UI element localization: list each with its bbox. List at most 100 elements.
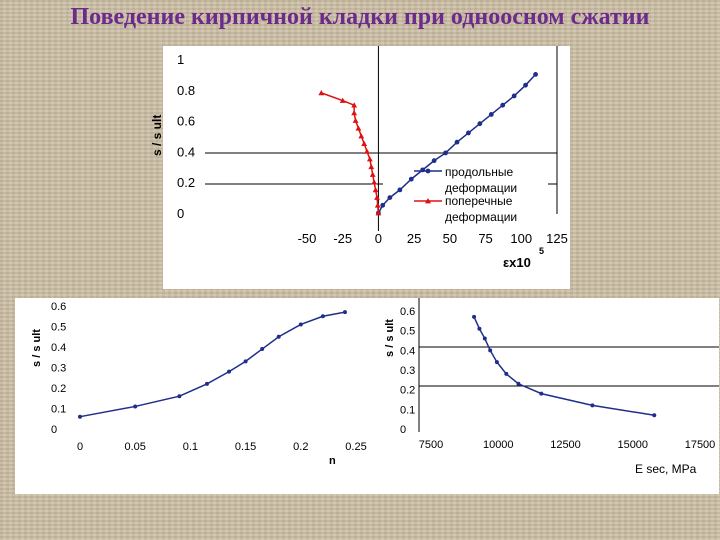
x-tick-label: 0	[375, 231, 382, 246]
data-point	[466, 130, 471, 136]
data-point	[204, 381, 209, 386]
x-tick-label: 17500	[685, 439, 716, 451]
legend-marker-transverse	[425, 198, 431, 204]
y-tick-label: 0.1	[400, 404, 415, 416]
data-point	[374, 202, 381, 208]
legend-marker-longitudinal	[425, 168, 431, 174]
data-point	[477, 121, 483, 127]
y-tick-label: 0.4	[400, 345, 415, 357]
data-point	[387, 195, 393, 201]
x-tick-label: 0.1	[183, 441, 198, 453]
slide-title: Поведение кирпичной кладки при одноосном…	[70, 4, 650, 30]
data-point	[488, 112, 494, 117]
data-point	[431, 158, 437, 164]
x-tick-label: 0.15	[235, 441, 256, 453]
y-tick-label: 0.6	[177, 114, 195, 129]
legend-label: деформации	[445, 210, 517, 224]
secant-modulus-chart: 0 0.1 0.2 0.3 0.4 0.5 0.6 7500 10000 12500 15000 17…	[384, 298, 719, 476]
data-point	[500, 102, 506, 108]
data-point	[477, 326, 482, 331]
x-tick-label: 75	[478, 231, 492, 246]
y-tick-label: 1	[177, 52, 184, 67]
data-point	[342, 310, 347, 315]
x-tick-label: -25	[333, 231, 352, 246]
y-tick-label: 0.2	[400, 385, 415, 397]
data-point	[375, 210, 382, 216]
data-point	[364, 148, 370, 154]
x-tick-label: 25	[407, 231, 421, 246]
data-point	[243, 359, 248, 364]
y-tick-label: 0.3	[400, 365, 415, 377]
x-tick-label: 15000	[617, 439, 648, 451]
stress-strain-chart-panel: 0 0.2 0.4 0.6 0.8 1 -50 -25 0 25 50 75 100 125 s / s u…	[150, 46, 570, 289]
y-tick-label: 0.8	[177, 83, 195, 98]
x-axis-label: E sec, MPa	[635, 462, 697, 476]
x-tick-label: 0.05	[124, 441, 145, 453]
data-point	[488, 348, 493, 353]
data-point	[372, 187, 379, 193]
data-point	[494, 360, 499, 365]
data-point	[361, 140, 368, 147]
data-point	[352, 117, 359, 123]
data-point	[652, 413, 657, 418]
y-axis-label: s / s ult	[384, 319, 396, 357]
y-tick-label: 0.3	[51, 363, 66, 375]
data-point	[369, 171, 376, 177]
data-point	[482, 336, 487, 341]
data-point	[511, 93, 517, 99]
data-point	[320, 314, 325, 319]
x-tick-label: 12500	[550, 439, 581, 451]
x-tick-label: 50	[443, 231, 457, 246]
data-point	[351, 102, 358, 108]
x-tick-label: -50	[298, 231, 317, 246]
data-point	[533, 72, 538, 77]
data-point	[408, 176, 414, 182]
y-axis-label: s / s ult	[150, 115, 164, 156]
x-tick-label: 0	[77, 441, 83, 453]
y-tick-label: 0	[51, 424, 57, 436]
y-tick-label: 0.6	[51, 301, 66, 313]
data-point	[472, 314, 477, 319]
data-point	[454, 139, 460, 145]
x-tick-label: 7500	[419, 439, 443, 451]
data-point	[397, 187, 403, 193]
x-tick-label: 125	[546, 231, 568, 246]
data-point	[371, 179, 378, 185]
poisson-ratio-chart: 0 0.1 0.2 0.3 0.4 0.5 0.6 0 0.05 0.1 0.15 0.2 0.25 s …	[31, 301, 367, 467]
bottom-charts-panel: 0 0.1 0.2 0.3 0.4 0.5 0.6 0 0.05 0.1 0.15 0.2 0.25 s …	[15, 298, 719, 494]
data-point	[276, 334, 281, 339]
data-point	[380, 202, 386, 208]
data-point	[516, 381, 521, 386]
data-point	[355, 125, 362, 131]
x-tick-label: 10000	[483, 439, 514, 451]
x-tick-label: 100	[510, 231, 532, 246]
data-point	[78, 414, 82, 419]
data-point	[539, 391, 544, 396]
data-point	[368, 163, 375, 170]
data-point	[351, 110, 358, 116]
y-tick-label: 0.4	[51, 342, 66, 354]
stress-strain-chart: 0 0.2 0.4 0.6 0.8 1 -50 -25 0 25 50 75 100 125 s / s u…	[150, 46, 568, 270]
y-tick-label: 0.5	[51, 322, 66, 334]
y-tick-label: 0	[177, 206, 184, 221]
y-tick-label: 0.1	[51, 404, 66, 416]
data-point	[504, 371, 509, 376]
x-axis-label: n	[329, 455, 336, 467]
y-axis-label: s / s ult	[31, 329, 43, 367]
y-tick-label: 0.6	[400, 306, 415, 318]
y-tick-label: 0.2	[51, 383, 66, 395]
data-point	[318, 89, 325, 96]
legend-label: поперечные	[445, 194, 513, 208]
series-line	[377, 73, 537, 214]
y-tick-label: 0.5	[400, 326, 415, 338]
data-point	[366, 156, 373, 162]
x-tick-label: 0.2	[293, 441, 308, 453]
data-point	[260, 347, 265, 352]
data-point	[133, 404, 138, 409]
x-tick-label: 0.25	[345, 441, 366, 453]
data-point	[177, 394, 182, 399]
data-point	[523, 82, 528, 88]
data-point	[374, 194, 380, 200]
data-point	[358, 133, 365, 139]
data-point	[339, 97, 346, 103]
